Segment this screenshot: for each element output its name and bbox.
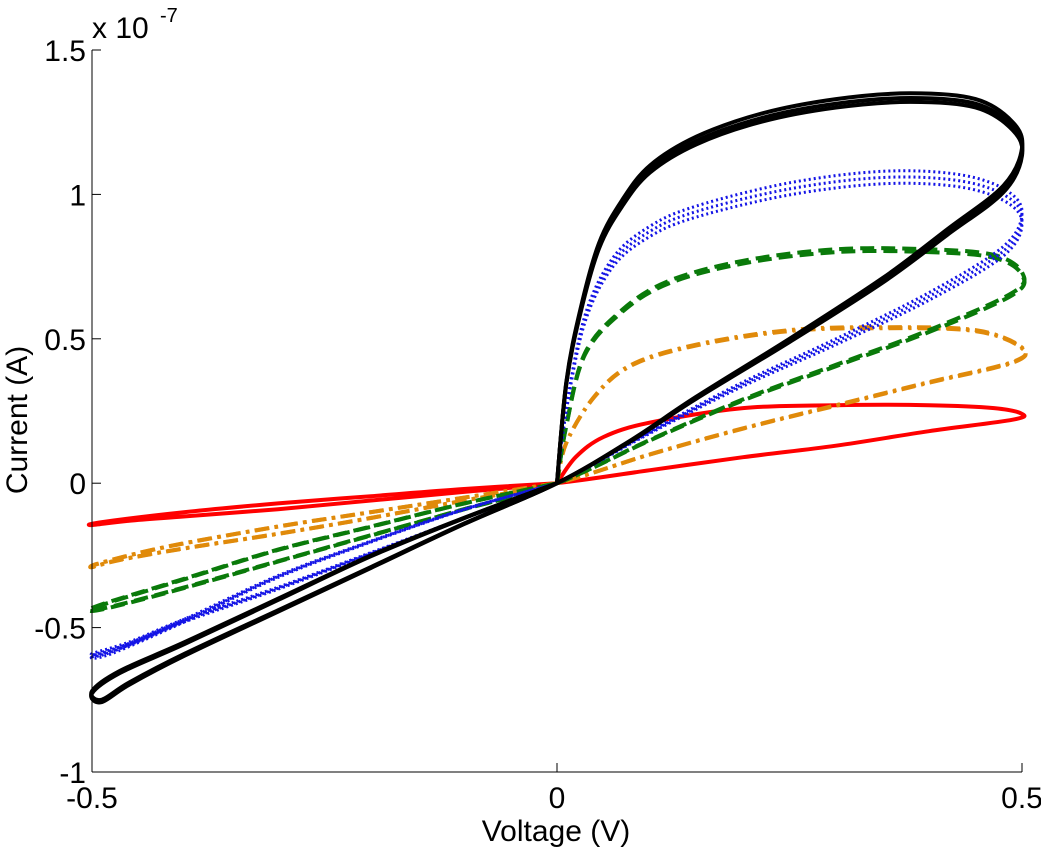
- plot-area: [86, 91, 1028, 705]
- loop-2-pass-2: [88, 326, 1028, 570]
- loop-4-pass-3: [89, 181, 1024, 660]
- loop-5-pass-1: [89, 91, 1025, 703]
- x-tick-label: -0.5: [66, 782, 118, 815]
- y-tick-label: -1: [59, 757, 86, 790]
- y-axis-label: Current (A): [1, 346, 34, 494]
- x-tick-label: 0: [549, 782, 566, 815]
- loop-3-pass-2: [87, 248, 1027, 613]
- y-scale-factor-base: x 10: [92, 12, 149, 45]
- loop-3-pass-1: [87, 246, 1027, 613]
- loop-1-pass-1: [86, 402, 1027, 528]
- loop-5-pass-3: [89, 99, 1025, 705]
- series-loop-1: [86, 402, 1027, 528]
- x-tick-label: 0.5: [1001, 782, 1041, 815]
- y-tick-label: 1: [69, 179, 86, 212]
- x-axis-label: Voltage (V): [482, 815, 630, 848]
- y-tick-label: -0.5: [34, 613, 86, 646]
- series-loop-5: [89, 91, 1025, 705]
- axes: [91, 49, 1023, 773]
- y-tick-label: 0: [69, 468, 86, 501]
- series-loop-3: [87, 246, 1027, 613]
- y-tick-label: 0.5: [44, 324, 86, 357]
- y-scale-factor-exponent: -7: [160, 5, 178, 27]
- loop-4-pass-1: [89, 169, 1024, 657]
- series-loop-4: [89, 169, 1024, 660]
- tick-labels: -0.5 0 0.5-1-0.500.511.5: [34, 35, 1041, 815]
- y-tick-label: 1.5: [44, 35, 86, 68]
- y-scale-factor: x 10 -7: [92, 5, 178, 45]
- series-loop-2: [88, 325, 1028, 570]
- loop-5-pass-2: [89, 96, 1025, 704]
